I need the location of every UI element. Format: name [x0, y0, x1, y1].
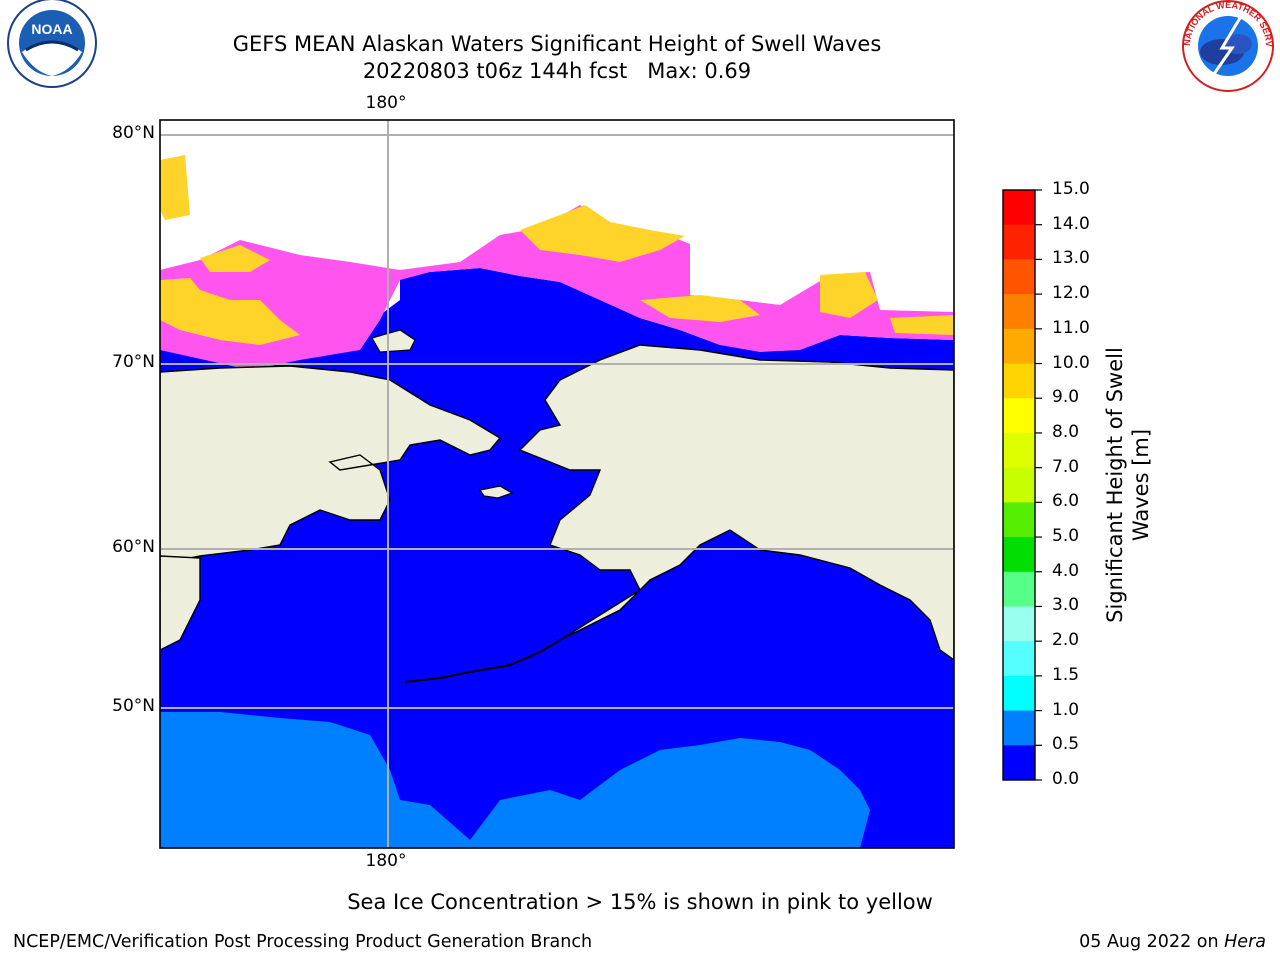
- map-frame: [159, 119, 955, 849]
- colorbar-segment: [1003, 537, 1035, 573]
- land-wrangel-island: [371, 329, 416, 353]
- colorbar-label: Significant Height of Swell Waves [m]: [1102, 320, 1154, 650]
- colorbar-label-line2: Waves [m]: [1129, 428, 1153, 542]
- colorbar-segment: [1003, 606, 1035, 642]
- aleutian-islands: [404, 639, 561, 683]
- noaa-logo: NOAA: [7, 0, 97, 88]
- chart-title: GEFS MEAN Alaskan Waters Significant Hei…: [232, 32, 882, 56]
- map-area: [160, 120, 954, 848]
- colorbar-tick-label: 0.5: [1052, 734, 1080, 755]
- lat-label-80n: 80°N: [112, 123, 155, 143]
- colorbar-tick-label: 12.0: [1052, 283, 1090, 304]
- colorbar-tick-label: 11.0: [1052, 317, 1090, 338]
- lon-label-top: 180°: [365, 93, 407, 113]
- sea-ice-patch: [200, 245, 270, 272]
- lat-label-70n: 70°N: [112, 352, 155, 372]
- footer-date: 05 Aug 2022 on Hera: [1079, 932, 1266, 952]
- lat-label-60n: 60°N: [112, 537, 155, 557]
- colorbar-segment: [1003, 259, 1035, 295]
- graticule: [160, 120, 954, 848]
- land-alaska: [518, 344, 954, 661]
- sea-ice-patch: [160, 278, 300, 345]
- colorbar-segment: [1003, 745, 1035, 781]
- colorbar-tick-label: 6.0: [1052, 491, 1080, 512]
- colorbar-segment: [1003, 467, 1035, 503]
- colorbar-tick-label: 13.0: [1052, 248, 1090, 269]
- sea-ice-patch: [160, 155, 190, 220]
- colorbar-segment: [1003, 190, 1035, 226]
- lat-label-50n: 50°N: [112, 696, 155, 716]
- colorbar-tick-label: 9.0: [1052, 387, 1080, 408]
- colorbar-tick-label: 10.0: [1052, 352, 1090, 373]
- colorbar-segment: [1003, 502, 1035, 538]
- colorbar-segment: [1003, 571, 1035, 607]
- lon-label-bottom: 180°: [365, 851, 407, 871]
- colorbar-tick-label: 0.0: [1052, 769, 1080, 789]
- colorbar-segment: [1003, 675, 1035, 712]
- land-siberia: [160, 365, 502, 571]
- colorbar-tick-label: 8.0: [1052, 421, 1080, 442]
- colorbar-tick-label: 7.0: [1052, 456, 1080, 477]
- colorbar-tick-label: 2.0: [1052, 630, 1080, 651]
- land-kamchatka: [160, 555, 201, 651]
- sea-ice-patch: [890, 315, 954, 335]
- sea-ice-patch: [520, 205, 685, 262]
- colorbar-segment: [1003, 710, 1035, 746]
- colorbar-segment: [1003, 328, 1035, 365]
- sea-ice-patch: [640, 295, 760, 322]
- colorbar-segment: [1003, 641, 1035, 677]
- nws-logo: NATIONAL WEATHER SERVICE: [0, 0, 1274, 92]
- sea-ice-footnote: Sea Ice Concentration > 15% is shown in …: [347, 890, 933, 914]
- noaa-logo-text: NOAA: [31, 21, 72, 37]
- colorbar: [1002, 189, 1042, 781]
- nws-ring-text: NATIONAL WEATHER SERVICE: [0, 0, 1274, 47]
- colorbar-segment: [1003, 294, 1035, 330]
- colorbar-segment: [1003, 398, 1035, 434]
- colorbar-tick-label: 5.0: [1052, 526, 1080, 547]
- colorbar-tick-label: 14.0: [1052, 213, 1090, 234]
- colorbar-segment: [1003, 363, 1035, 399]
- sea-ice-band: [160, 205, 954, 370]
- colorbar-tick-label: 15.0: [1052, 179, 1090, 199]
- colorbar-segment: [1003, 224, 1035, 260]
- colorbar-tick-label: 3.0: [1052, 595, 1080, 616]
- footer-credit: NCEP/EMC/Verification Post Processing Pr…: [13, 932, 593, 952]
- land-st-lawrence-island: [479, 485, 514, 499]
- colorbar-frame: [1002, 189, 1036, 781]
- colorbar-segment: [1003, 432, 1035, 469]
- ocean-swell-05-10: [160, 712, 870, 848]
- chart-subtitle: 20220803 t06z 144h fcst Max: 0.69: [362, 59, 752, 83]
- colorbar-tick-label: 1.5: [1052, 664, 1080, 685]
- footer-date-text: 05 Aug 2022 on: [1079, 932, 1225, 952]
- sea-ice-patch: [820, 272, 878, 318]
- footer-host: Hera: [1224, 932, 1266, 952]
- colorbar-label-line1: Significant Height of Swell: [1103, 347, 1127, 623]
- colorbar-tick-label: 4.0: [1052, 560, 1080, 581]
- colorbar-tick-label: 1.0: [1052, 699, 1080, 720]
- svg-text:NATIONAL WEATHER SERVICE: NATIONAL WEATHER SERVICE: [0, 0, 1274, 47]
